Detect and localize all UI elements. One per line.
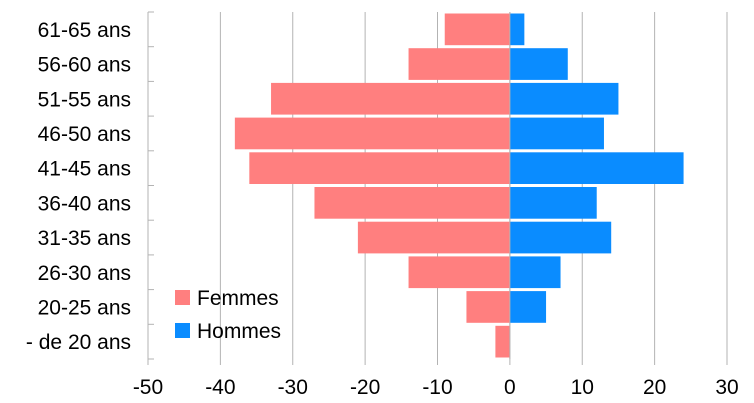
legend-label-femmes: Femmes — [197, 287, 279, 310]
bar-hommes-4 — [509, 152, 684, 184]
bar-femmes-4 — [249, 152, 510, 184]
bar-femmes-9 — [495, 325, 510, 358]
bar-femmes-7 — [408, 256, 510, 289]
bar-hommes-2 — [509, 82, 619, 115]
bar-femmes-1 — [408, 48, 510, 80]
bar-femmes-8 — [466, 291, 510, 323]
bars — [234, 13, 684, 358]
bar-hommes-3 — [509, 117, 604, 150]
x-tick-label: -40 — [205, 376, 235, 399]
category-label: 31-35 ans — [38, 227, 131, 250]
bar-hommes-7 — [509, 256, 561, 289]
category-label: 20-25 ans — [38, 296, 131, 319]
category-label: 26-30 ans — [38, 262, 131, 285]
bar-hommes-1 — [509, 48, 568, 80]
x-tick-label: 20 — [643, 376, 666, 399]
bar-femmes-6 — [357, 221, 510, 254]
bar-femmes-0 — [444, 13, 510, 46]
x-tick-label: -10 — [422, 376, 452, 399]
bar-femmes-5 — [314, 187, 510, 219]
category-label: 56-60 ans — [38, 54, 131, 77]
axes — [147, 11, 728, 365]
category-labels: 61-65 ans 56-60 ans 51-55 ans 46-50 ans 41-4… — [26, 19, 131, 354]
x-tick-label: 0 — [504, 376, 516, 399]
bar-hommes-6 — [509, 221, 612, 254]
category-label: 51-55 ans — [38, 88, 131, 111]
legend: Femmes Hommes — [175, 287, 281, 343]
x-tick-label: 30 — [715, 376, 738, 399]
category-label: 41-45 ans — [38, 158, 131, 181]
bar-hommes-8 — [509, 291, 547, 323]
category-label: 46-50 ans — [38, 123, 131, 146]
category-label: 61-65 ans — [38, 19, 131, 42]
category-label: - de 20 ans — [26, 331, 131, 354]
legend-swatch-hommes — [175, 323, 190, 338]
bar-femmes-2 — [271, 82, 510, 115]
bar-hommes-5 — [509, 187, 597, 219]
legend-swatch-femmes — [175, 290, 190, 305]
x-tick-label: -50 — [133, 376, 163, 399]
x-tick-label: -20 — [350, 376, 380, 399]
x-tick-label: 10 — [571, 376, 594, 399]
legend-label-hommes: Hommes — [197, 320, 281, 343]
category-label: 36-40 ans — [38, 192, 131, 215]
bar-femmes-3 — [234, 117, 510, 150]
x-tick-label: -30 — [278, 376, 308, 399]
bar-hommes-0 — [509, 13, 525, 46]
x-tick-labels: -50 -40 -30 -20 -10 0 10 20 30 — [133, 376, 739, 399]
